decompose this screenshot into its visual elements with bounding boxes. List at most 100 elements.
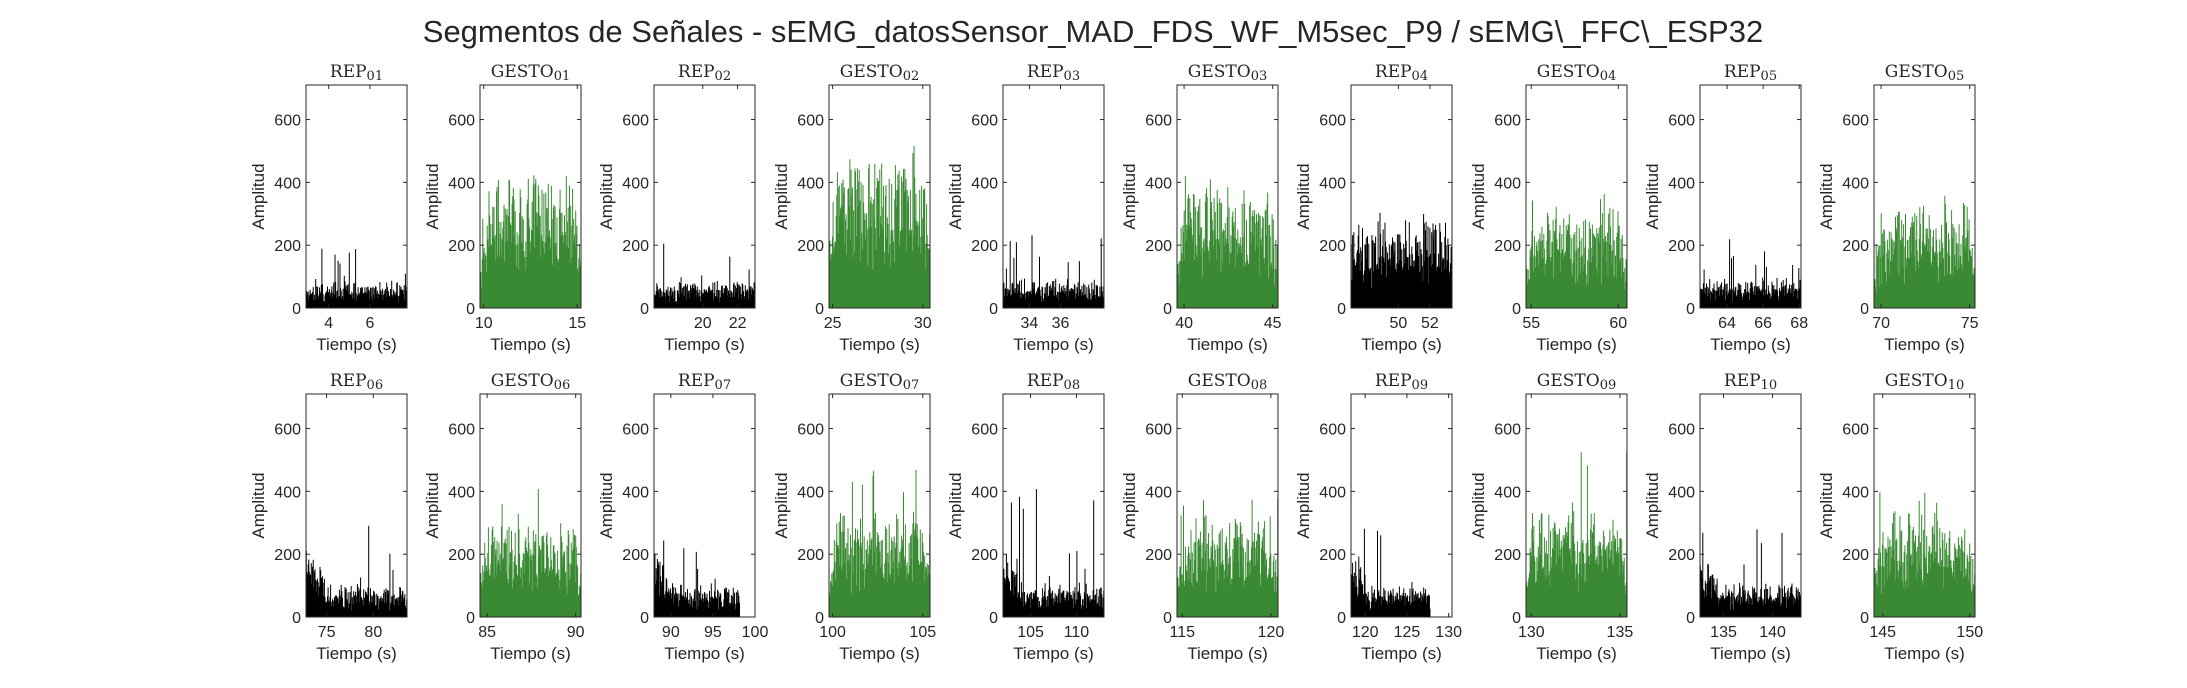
y-axis-label: Amplitud (423, 163, 442, 229)
y-tick-label: 200 (1319, 238, 1346, 255)
signal-trace (653, 243, 756, 308)
axes-box (1176, 84, 1279, 309)
subplot-title: GESTO04 (1537, 62, 1616, 84)
signal-trace (479, 175, 582, 308)
subplot-title: REP10 (1724, 371, 1777, 393)
y-axis-label: Amplitud (423, 472, 442, 538)
signal-trace (1699, 239, 1802, 308)
y-axis-label: Amplitud (1294, 472, 1313, 538)
subplot-title: REP07 (678, 371, 731, 393)
signal-bars (1002, 235, 1105, 308)
subplot-title: GESTO03 (1188, 62, 1267, 84)
x-axis-label: Tiempo (s) (1710, 644, 1791, 663)
x-tick-label: 10 (475, 315, 493, 332)
signal-trace (479, 489, 582, 617)
signal-bars (828, 469, 931, 617)
subplot-title: REP04 (1375, 62, 1428, 84)
y-tick-label: 200 (1145, 547, 1172, 564)
signal-trace (1525, 193, 1628, 308)
y-tick-label: 0 (466, 610, 475, 627)
signal-bars (1525, 193, 1628, 308)
x-tick-label: 25 (824, 315, 842, 332)
signal-bars (479, 175, 582, 308)
x-axis-label: Tiempo (s) (1013, 335, 1094, 354)
y-tick-label: 200 (971, 547, 998, 564)
subplot-rep-08: REP08 0 200 400 600 105 110 Tiempo (s) Amplitud (946, 371, 1105, 663)
x-tick-label: 34 (1021, 315, 1039, 332)
y-tick-label: 400 (797, 175, 824, 192)
y-axis-label: Amplitud (946, 163, 965, 229)
subplot-title: GESTO02 (840, 62, 919, 84)
subplot-title: REP05 (1724, 62, 1777, 84)
axes-box (653, 393, 756, 618)
axes-box (1176, 393, 1279, 618)
y-tick-label: 600 (448, 422, 475, 439)
x-axis-label: Tiempo (s) (316, 335, 397, 354)
y-tick-label: 0 (1686, 610, 1695, 627)
axes-box (1873, 393, 1976, 618)
figure-title: Segmentos de Señales - sEMG_datosSensor_… (423, 14, 1763, 49)
signal-trace (653, 540, 740, 617)
subplot-rep-05: REP05 0 200 400 600 64 66 68 Tiempo (s) Amplitud (1643, 62, 1808, 354)
x-axis-label: Tiempo (s) (1884, 644, 1965, 663)
x-tick-label: 45 (1264, 315, 1282, 332)
y-tick-label: 0 (1686, 301, 1695, 318)
y-axis-label: Amplitud (772, 163, 791, 229)
x-axis-label: Tiempo (s) (1187, 335, 1268, 354)
y-tick-label: 0 (640, 610, 649, 627)
y-tick-label: 400 (622, 484, 649, 501)
x-axis-label: Tiempo (s) (1361, 335, 1442, 354)
x-tick-label: 50 (1389, 315, 1407, 332)
subplot-title: REP02 (678, 62, 731, 84)
signal-bars (1873, 195, 1976, 308)
y-tick-label: 400 (1494, 484, 1521, 501)
signal-bars (828, 146, 931, 308)
signal-trace (1002, 489, 1105, 617)
axes-box (1525, 84, 1628, 309)
y-tick-label: 0 (640, 301, 649, 318)
y-tick-label: 400 (1842, 175, 1869, 192)
y-axis-label: Amplitud (1120, 472, 1139, 538)
subplot-gesto-01: GESTO01 0 200 400 600 10 15 Tiempo (s) Amplitud (423, 62, 586, 354)
y-tick-label: 600 (274, 113, 301, 130)
y-tick-label: 600 (1668, 113, 1695, 130)
subplot-gesto-04: GESTO04 0 200 400 600 55 60 Tiempo (s) Amplitud (1469, 62, 1628, 354)
x-axis-label: Tiempo (s) (1536, 644, 1617, 663)
x-axis-label: Tiempo (s) (1013, 644, 1094, 663)
y-tick-label: 400 (1319, 175, 1346, 192)
x-tick-label: 120 (1258, 624, 1285, 641)
x-tick-label: 120 (1352, 624, 1379, 641)
y-axis-label: Amplitud (249, 472, 268, 538)
subplot-rep-10: REP10 0 200 400 600 135 140 Tiempo (s) Amplitud (1643, 371, 1802, 663)
subplot-title: REP01 (330, 62, 383, 84)
signal-bars (653, 540, 740, 617)
axes-box (828, 84, 931, 309)
y-tick-label: 400 (1842, 484, 1869, 501)
x-tick-label: 4 (324, 315, 333, 332)
axes-box (653, 84, 756, 309)
y-tick-label: 600 (1494, 113, 1521, 130)
y-axis-label: Amplitud (597, 472, 616, 538)
signal-trace (1350, 528, 1431, 617)
x-tick-label: 66 (1754, 315, 1772, 332)
y-tick-label: 0 (1860, 610, 1869, 627)
x-tick-label: 55 (1522, 315, 1540, 332)
y-axis-label: Amplitud (1817, 472, 1836, 538)
axes-box (1525, 393, 1628, 618)
x-axis-label: Tiempo (s) (490, 335, 571, 354)
subplot-title: REP08 (1027, 371, 1080, 393)
y-tick-label: 200 (1668, 547, 1695, 564)
y-tick-label: 400 (1319, 484, 1346, 501)
subplot-title: GESTO10 (1885, 371, 1964, 393)
axes-box (305, 393, 408, 618)
x-axis-label: Tiempo (s) (490, 644, 571, 663)
x-tick-label: 36 (1052, 315, 1070, 332)
x-tick-label: 135 (1710, 624, 1737, 641)
y-axis-label: Amplitud (772, 472, 791, 538)
y-tick-label: 200 (797, 547, 824, 564)
subplot-rep-06: REP06 0 200 400 600 75 80 Tiempo (s) Amplitud (249, 371, 408, 663)
signal-bars (1699, 529, 1802, 617)
x-axis-label: Tiempo (s) (664, 644, 745, 663)
y-tick-label: 400 (274, 175, 301, 192)
